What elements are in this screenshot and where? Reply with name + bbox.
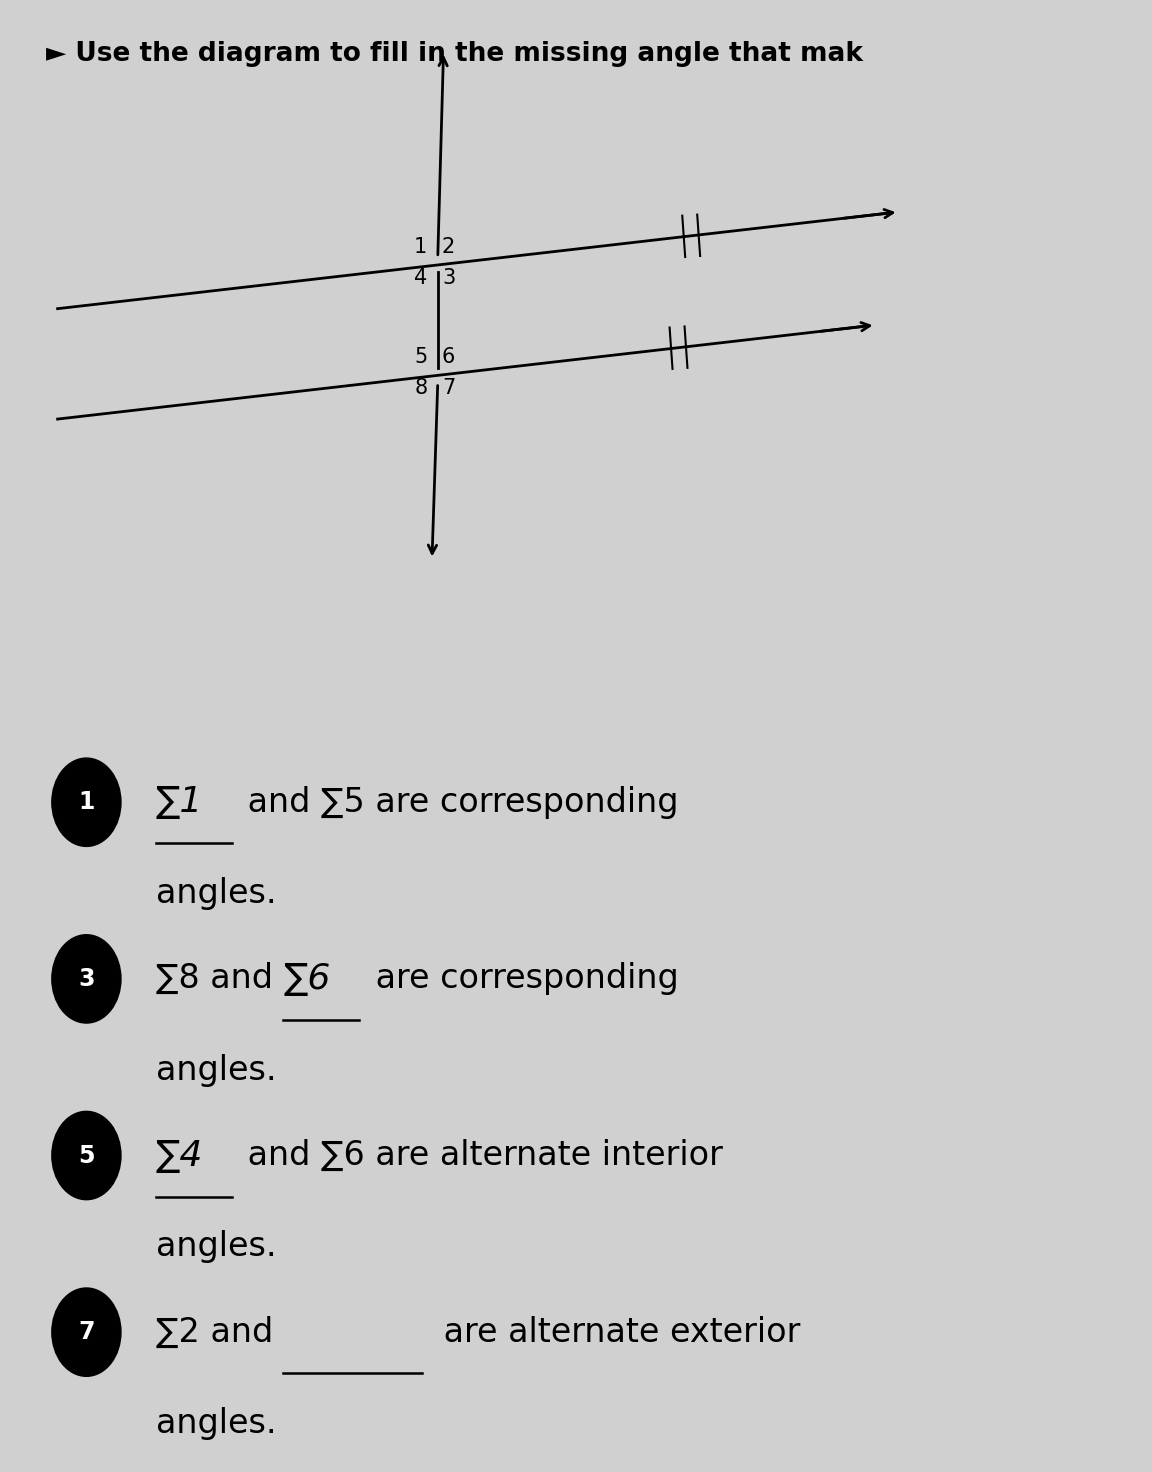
Text: and ∑6 are alternate interior: and ∑6 are alternate interior — [237, 1139, 723, 1172]
Circle shape — [52, 1288, 121, 1376]
Text: 6: 6 — [442, 347, 455, 368]
Text: angles.: angles. — [156, 877, 276, 910]
Text: ∑6: ∑6 — [283, 961, 331, 997]
Text: ∑1: ∑1 — [156, 785, 203, 820]
Text: are corresponding: are corresponding — [365, 963, 679, 995]
Text: 1: 1 — [78, 790, 94, 814]
Circle shape — [52, 1111, 121, 1200]
Text: ∑8 and: ∑8 and — [156, 963, 283, 995]
Text: 5: 5 — [78, 1144, 94, 1167]
Text: are alternate exterior: are alternate exterior — [433, 1316, 801, 1348]
Text: 7: 7 — [78, 1320, 94, 1344]
Text: ∑2 and: ∑2 and — [156, 1316, 283, 1348]
Text: 3: 3 — [442, 268, 455, 287]
Text: 2: 2 — [442, 237, 455, 258]
Text: 3: 3 — [78, 967, 94, 991]
Text: 7: 7 — [442, 378, 455, 397]
Text: 4: 4 — [414, 268, 427, 287]
Text: 1: 1 — [414, 237, 427, 258]
Text: ► Use the diagram to fill in the missing angle that mak: ► Use the diagram to fill in the missing… — [46, 41, 863, 68]
Text: angles.: angles. — [156, 1231, 276, 1263]
Text: ∑4: ∑4 — [156, 1138, 203, 1173]
Circle shape — [52, 758, 121, 846]
Circle shape — [52, 935, 121, 1023]
Text: and ∑5 are corresponding: and ∑5 are corresponding — [237, 786, 679, 818]
Text: angles.: angles. — [156, 1407, 276, 1440]
Text: 8: 8 — [415, 378, 427, 397]
Text: 5: 5 — [414, 347, 427, 368]
Text: angles.: angles. — [156, 1054, 276, 1086]
